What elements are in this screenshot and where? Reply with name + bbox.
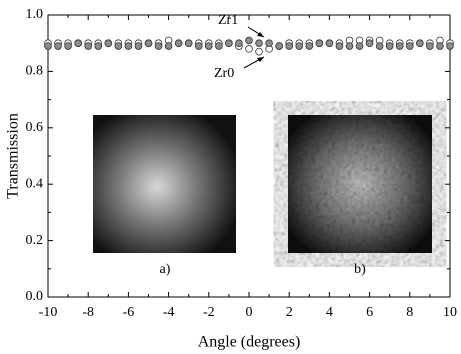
marker (276, 43, 283, 50)
marker (75, 40, 82, 47)
x-tick-label: 6 (366, 305, 373, 320)
inset-image-a (93, 115, 236, 253)
marker (366, 40, 373, 47)
y-tick-label: 0.8 (26, 64, 44, 79)
marker (416, 40, 423, 47)
marker (55, 43, 62, 50)
marker (356, 43, 363, 50)
x-tick-label: 10 (443, 305, 457, 320)
annotation: Zr1 (218, 13, 238, 28)
marker (376, 43, 383, 50)
marker (65, 43, 72, 50)
marker (155, 43, 162, 50)
marker (215, 43, 222, 50)
y-tick-label: 0.2 (26, 233, 44, 248)
arrow-head (257, 57, 264, 62)
marker (236, 40, 243, 47)
marker (175, 40, 182, 47)
marker (135, 43, 142, 50)
marker (125, 43, 132, 50)
marker (346, 43, 353, 50)
marker (316, 40, 323, 47)
marker (306, 43, 313, 50)
marker (326, 40, 333, 47)
x-tick-label: 0 (246, 305, 253, 320)
x-tick-label: 4 (326, 305, 333, 320)
x-tick-label: 2 (286, 305, 293, 320)
marker (406, 43, 413, 50)
marker (45, 43, 52, 50)
y-tick-label: 0.4 (26, 176, 44, 191)
chart: a) b) Angle (degrees) Transmission Zr1 Z… (0, 0, 461, 354)
marker (246, 37, 253, 44)
inset-image-b (288, 115, 432, 253)
marker (256, 48, 263, 55)
y-axis-label: Transmission (5, 113, 22, 199)
marker (105, 40, 112, 47)
y-tick-label: 0.0 (26, 289, 44, 304)
y-tick-label: 1.0 (26, 7, 44, 22)
marker (336, 43, 343, 50)
marker (266, 40, 273, 47)
inset-label: b) (354, 262, 366, 277)
marker (195, 43, 202, 50)
x-tick-label: -10 (39, 305, 58, 320)
marker (165, 43, 172, 50)
x-tick-label: -4 (163, 305, 175, 320)
x-tick-label: 8 (406, 305, 413, 320)
x-tick-label: -8 (82, 305, 94, 320)
marker (95, 43, 102, 50)
marker (145, 40, 152, 47)
marker (256, 40, 263, 47)
marker (85, 43, 92, 50)
inset-label: a) (160, 262, 171, 277)
y-tick-label: 0.6 (26, 120, 44, 135)
marker (447, 43, 454, 50)
x-axis-label: Angle (degrees) (198, 334, 301, 351)
marker (185, 40, 192, 47)
marker (437, 43, 444, 50)
x-tick-label: -6 (123, 305, 135, 320)
marker (386, 43, 393, 50)
marker (427, 43, 434, 50)
marker (115, 43, 122, 50)
marker (205, 43, 212, 50)
annotation: Zr0 (214, 66, 234, 81)
marker (246, 45, 253, 52)
marker (286, 43, 293, 50)
x-tick-label: -2 (203, 305, 215, 320)
marker (396, 43, 403, 50)
marker (296, 43, 303, 50)
marker (226, 40, 233, 47)
